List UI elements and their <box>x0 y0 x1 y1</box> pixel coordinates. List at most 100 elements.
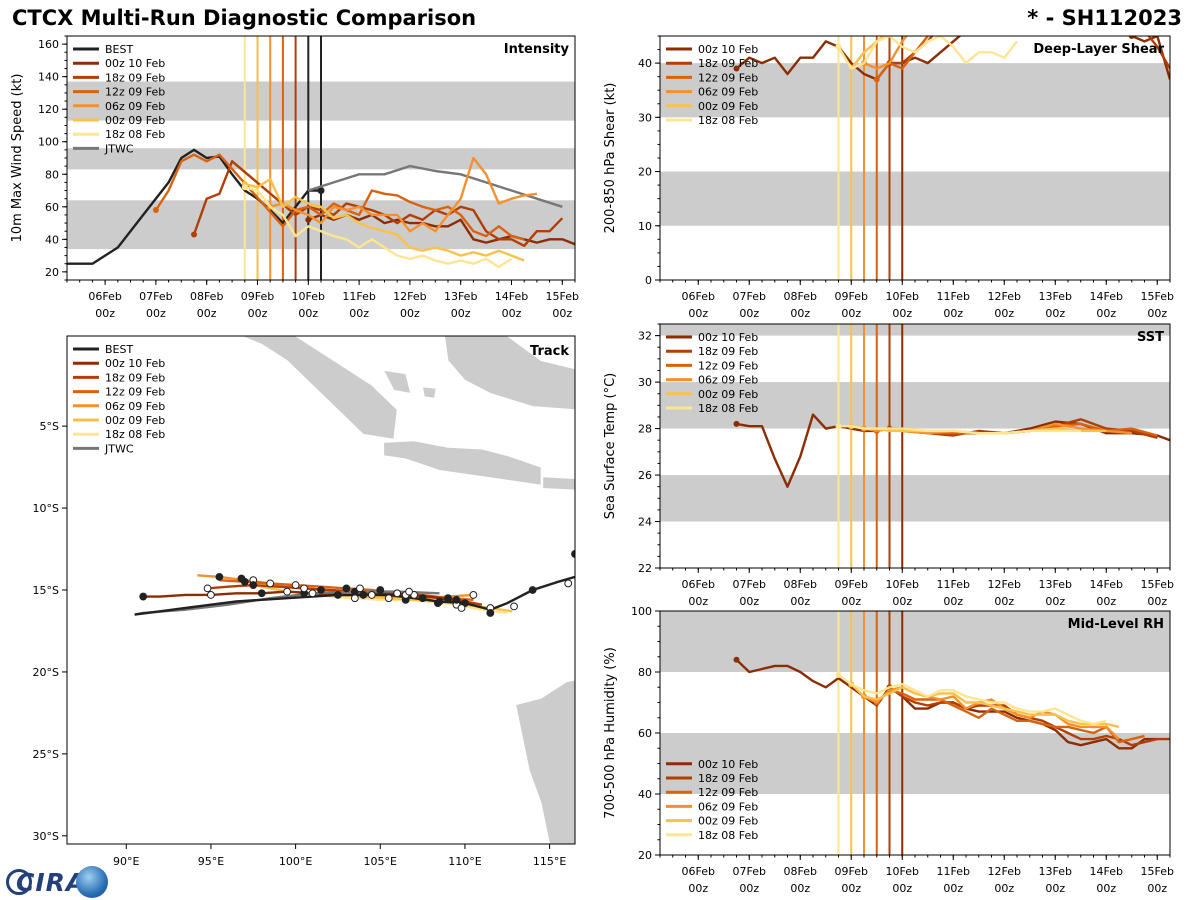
x-tick-label: 15Feb <box>1141 290 1174 303</box>
x-tick-label: 14Feb <box>495 290 528 303</box>
x-tick-label: 13Feb <box>1039 578 1072 591</box>
legend-label: 12z 09 Feb <box>698 359 758 372</box>
cira-logo-text: CIRA <box>16 868 87 897</box>
series-start-marker <box>1142 28 1148 34</box>
legend-label: JTWC <box>104 442 134 455</box>
legend-label: 06z 09 Feb <box>698 86 758 99</box>
legend-label: 00z 10 Feb <box>698 43 758 56</box>
track-point <box>257 589 266 598</box>
x-tick-label: 11Feb <box>342 290 375 303</box>
y-tick-label: 40 <box>638 788 652 801</box>
x-tick-label: 09Feb <box>835 578 868 591</box>
x-tick-label: 13Feb <box>1039 290 1072 303</box>
x-tick-label: 00z <box>790 882 810 895</box>
series-start-marker <box>1128 36 1135 39</box>
series-line <box>850 683 1120 729</box>
series-start-marker <box>873 76 880 83</box>
series-start-marker <box>733 65 740 72</box>
x-tick-label: 00z <box>1096 882 1116 895</box>
land-australia <box>515 679 575 844</box>
legend-label: 12z 09 Feb <box>105 386 165 399</box>
y-tick-label: 15°S <box>33 584 59 597</box>
y-tick-label: 22 <box>638 562 652 575</box>
track-point <box>367 591 376 599</box>
x-tick-label: 00z <box>95 307 115 320</box>
y-tick-label: 80 <box>638 666 652 679</box>
storm-id: * - SH112023 <box>1027 6 1182 30</box>
shaded-band <box>660 63 1170 118</box>
legend-label: 06z 09 Feb <box>105 100 165 113</box>
y-tick-label: 26 <box>638 469 652 482</box>
x-tick-label: 10Feb <box>292 290 325 303</box>
x-tick-label: 00z <box>739 307 759 320</box>
legend-label: 00z 10 Feb <box>698 758 758 771</box>
x-tick-label: 00z <box>688 595 708 608</box>
x-tick-label: 12Feb <box>393 290 426 303</box>
y-tick-label: 140 <box>38 71 59 84</box>
track-point <box>457 604 466 612</box>
legend-label: 12z 09 Feb <box>698 786 758 799</box>
legend-label: BEST <box>105 343 133 356</box>
track-point <box>291 581 300 589</box>
track-point <box>452 595 461 604</box>
x-tick-label: 12Feb <box>988 578 1021 591</box>
x-tick-label: 00z <box>841 307 861 320</box>
y-tick-label: 40 <box>45 233 59 246</box>
legend-label: 18z 09 Feb <box>698 57 758 70</box>
land-borneo <box>444 336 575 411</box>
x-tick-label: 08Feb <box>190 290 223 303</box>
x-tick-label: 00z <box>1045 595 1065 608</box>
track-point <box>215 572 224 581</box>
x-tick-label: 00z <box>841 882 861 895</box>
land-bangka <box>382 369 412 394</box>
series-line <box>269 156 538 233</box>
legend-label: 18z 08 Feb <box>698 114 758 127</box>
series-start-marker <box>733 656 740 663</box>
series-line <box>154 153 525 241</box>
globe-icon <box>76 866 108 898</box>
x-tick-label: 06Feb <box>682 290 715 303</box>
series-line <box>838 425 1081 435</box>
x-tick-label: 15Feb <box>1141 865 1174 878</box>
track-point <box>433 599 442 608</box>
y-tick-label: 60 <box>638 727 652 740</box>
plot-area <box>660 324 1170 568</box>
track-point <box>342 584 351 593</box>
figure-title: CTCX Multi-Run Diagnostic Comparison <box>12 6 477 30</box>
x-tick-label: 11Feb <box>937 865 970 878</box>
x-tick-label: 10Feb <box>886 865 919 878</box>
land-sumatra <box>236 336 398 440</box>
track-point <box>283 587 292 596</box>
x-tick-label: 105°E <box>364 855 397 868</box>
x-tick-label: 14Feb <box>1090 578 1123 591</box>
x-tick-label: 00z <box>994 595 1014 608</box>
x-tick-label: 09Feb <box>835 865 868 878</box>
track-panel: 90°E 95°E 100°E 105°E 110°E 115°E 5°S 10°S 15°S 2… <box>33 335 576 868</box>
x-tick-label: 00z <box>197 307 217 320</box>
x-tick-label: 00z <box>688 307 708 320</box>
legend-label: 00z 10 Feb <box>105 357 165 370</box>
legend-label: 12z 09 Feb <box>698 71 758 84</box>
y-axis-label: 200-850 hPa Shear (kt) <box>603 83 618 234</box>
x-tick-label: 00z <box>1147 307 1167 320</box>
x-tick-label: 100°E <box>279 855 312 868</box>
legend-label: 18z 09 Feb <box>105 371 165 384</box>
y-tick-label: 100 <box>631 605 652 618</box>
track-point <box>510 602 518 611</box>
rh-panel: 20 40 60 80 100 06Feb 00z 07Feb 00z 08Feb 00z 09Feb… <box>603 605 1174 895</box>
series-line <box>875 36 929 81</box>
y-tick-label: 60 <box>45 201 59 214</box>
x-tick-label: 15Feb <box>546 290 579 303</box>
plot-area <box>660 611 1170 855</box>
x-tick-label: 00z <box>994 307 1014 320</box>
land-java <box>383 440 542 486</box>
x-tick-label: 11Feb <box>937 290 970 303</box>
track-point <box>300 584 308 593</box>
track-point <box>564 579 573 588</box>
track-point <box>384 594 393 603</box>
x-tick-label: 00z <box>892 595 912 608</box>
x-tick-label: 00z <box>790 307 810 320</box>
series-line <box>837 36 1018 70</box>
legend-label: 00z 09 Feb <box>698 388 758 401</box>
